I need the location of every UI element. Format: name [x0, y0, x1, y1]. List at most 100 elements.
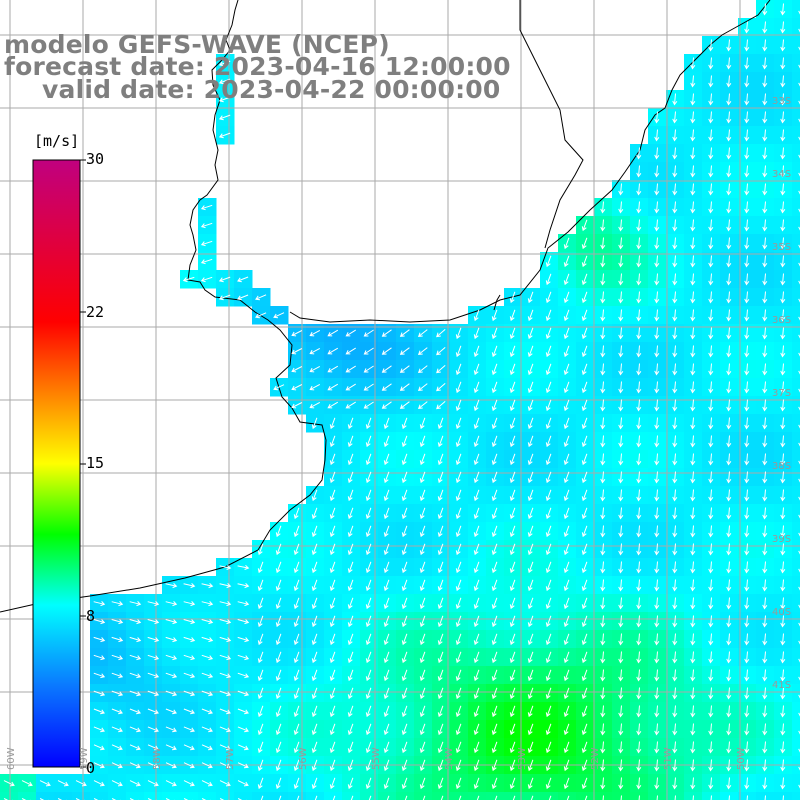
wind-arrow	[436, 347, 446, 356]
wind-arrow	[690, 561, 696, 574]
wind-arrow	[654, 165, 660, 178]
wind-arrow	[618, 327, 624, 340]
wind-arrow	[798, 64, 800, 69]
wind-arrow	[744, 435, 750, 448]
wind-arrow	[545, 543, 552, 556]
wind-arrow	[726, 525, 732, 538]
wind-cell	[198, 792, 217, 800]
wind-arrow	[436, 383, 446, 392]
wind-arrow	[509, 489, 516, 502]
wind-arrow	[455, 399, 462, 412]
wind-arrow	[762, 723, 768, 736]
wind-arrow	[111, 601, 124, 607]
wind-arrow	[327, 401, 339, 409]
wind-arrow	[762, 3, 768, 16]
colorbar	[32, 159, 86, 768]
wind-arrow	[293, 687, 300, 700]
wind-arrow	[581, 597, 588, 610]
wind-arrow	[744, 219, 750, 232]
wind-arrow	[275, 741, 282, 754]
coastline-laguna	[493, 294, 501, 311]
wind-arrow	[311, 669, 318, 682]
wind-arrow	[237, 276, 249, 283]
wind-arrow	[618, 345, 624, 358]
wind-arrow	[764, 795, 766, 800]
longitude-label: 52W	[590, 747, 601, 770]
wind-arrow	[545, 579, 552, 592]
wind-arrow	[455, 687, 462, 700]
wind-arrow	[690, 435, 696, 448]
wind-arrow	[111, 672, 124, 679]
wind-arrow	[654, 273, 660, 286]
wind-arrow	[636, 525, 642, 538]
wind-arrow	[455, 741, 462, 754]
wind-arrow	[365, 543, 372, 556]
wind-arrow	[726, 327, 732, 340]
wind-arrow	[690, 417, 696, 430]
wind-arrow	[345, 365, 356, 373]
wind-arrow	[329, 759, 336, 772]
wind-arrow	[690, 777, 696, 790]
wind-arrow	[165, 708, 177, 715]
wind-arrow	[365, 579, 372, 592]
wind-arrow	[401, 471, 408, 484]
wind-arrow	[708, 165, 714, 178]
wind-arrow	[636, 543, 642, 556]
wind-arrow	[347, 723, 354, 736]
wind-arrow	[147, 762, 159, 769]
wind-arrow	[762, 759, 768, 772]
latitude-label: 36S	[772, 315, 791, 326]
wind-arrow	[618, 687, 624, 700]
wind-cell	[108, 792, 127, 800]
wind-arrow	[726, 75, 732, 88]
wind-arrow	[636, 183, 642, 196]
wind-arrow	[329, 777, 336, 790]
wind-arrow	[654, 363, 660, 376]
wind-arrow	[437, 723, 444, 736]
wind-arrow	[455, 417, 462, 430]
wind-arrow	[383, 453, 390, 466]
wind-arrow	[147, 798, 157, 800]
wind-arrow	[383, 525, 390, 538]
wind-arrow	[200, 276, 213, 283]
wind-arrow	[201, 762, 213, 769]
wind-arrow	[672, 93, 678, 106]
wind-arrow	[620, 795, 622, 800]
wind-arrow	[690, 345, 696, 358]
wind-arrow	[527, 435, 534, 448]
wind-arrow	[563, 669, 570, 682]
wind-arrow	[257, 687, 264, 700]
wind-arrow	[311, 741, 318, 754]
wind-arrow	[654, 741, 660, 754]
wind-arrow	[636, 435, 642, 448]
wind-arrow	[654, 399, 660, 412]
wind-cell	[144, 792, 163, 800]
wind-arrow	[780, 93, 786, 106]
longitude-label: 55W	[371, 747, 382, 770]
wind-arrow	[219, 726, 231, 733]
wind-arrow	[618, 399, 624, 412]
wind-arrow	[744, 543, 750, 556]
wind-arrow	[329, 453, 336, 466]
wind-arrow	[111, 690, 124, 697]
longitude-label: 59W	[79, 747, 90, 770]
wind-arrow	[672, 471, 678, 484]
wind-arrow	[509, 471, 516, 484]
wind-arrow	[93, 798, 103, 800]
wind-arrow	[201, 636, 214, 643]
wind-arrow	[780, 507, 786, 520]
wind-arrow	[111, 744, 123, 751]
wind-arrow	[780, 309, 786, 322]
wind-arrow	[383, 579, 390, 592]
wind-arrow	[455, 705, 462, 718]
wind-arrow	[527, 687, 534, 700]
wind-arrow	[798, 622, 800, 627]
wind-arrow	[600, 237, 606, 250]
wind-arrow	[491, 453, 498, 466]
wind-cell	[792, 90, 800, 109]
wind-arrow	[218, 294, 231, 301]
wind-arrow	[182, 276, 195, 283]
wind-arrow	[708, 723, 714, 736]
wind-arrow	[636, 687, 642, 700]
wind-arrow	[690, 111, 696, 124]
